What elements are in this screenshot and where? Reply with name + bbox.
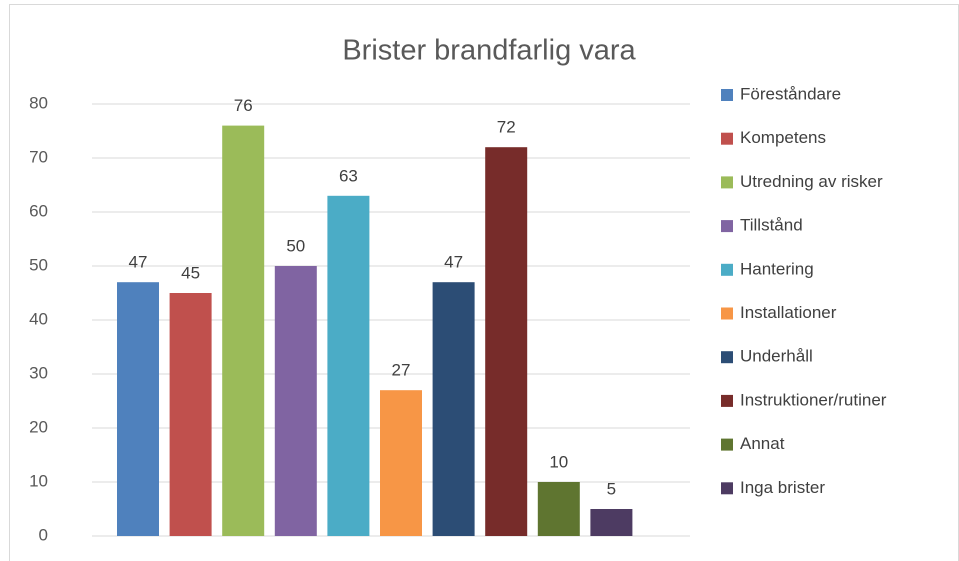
bar xyxy=(537,482,580,536)
y-tick-label: 80 xyxy=(29,93,48,112)
bar xyxy=(590,509,633,536)
chart-border xyxy=(9,4,959,561)
legend-label: Underhåll xyxy=(740,347,813,366)
legend-label: Föreståndare xyxy=(740,84,841,103)
legend-swatch xyxy=(721,351,733,364)
legend-swatch xyxy=(721,263,733,276)
data-label: 27 xyxy=(392,361,411,380)
legend-label: Kompetens xyxy=(740,128,826,147)
y-tick-label: 0 xyxy=(39,525,48,544)
bar xyxy=(169,293,212,536)
bar xyxy=(222,125,265,536)
legend-swatch xyxy=(721,438,733,451)
legend-swatch xyxy=(721,220,733,233)
y-tick-label: 30 xyxy=(29,363,48,382)
chart-title: Brister brandfarlig vara xyxy=(342,35,636,67)
bar xyxy=(432,282,475,536)
legend-swatch xyxy=(721,89,733,101)
legend-label: Tillstånd xyxy=(740,216,803,235)
y-tick-label: 10 xyxy=(29,471,48,490)
y-tick-label: 70 xyxy=(29,147,48,166)
data-label: 47 xyxy=(444,253,463,272)
data-label: 10 xyxy=(549,452,568,471)
legend-swatch xyxy=(721,307,733,320)
data-label: 72 xyxy=(497,118,516,137)
legend-label: Hantering xyxy=(740,259,814,278)
legend-swatch xyxy=(721,394,733,407)
data-label: 45 xyxy=(181,263,200,282)
y-tick-label: 50 xyxy=(29,255,48,274)
legend-label: Instruktioner/rutiner xyxy=(740,390,887,409)
data-label: 76 xyxy=(234,96,253,115)
data-label: 50 xyxy=(286,236,305,255)
y-tick-label: 60 xyxy=(29,201,48,220)
data-label: 5 xyxy=(607,479,616,498)
data-label: 63 xyxy=(339,166,358,185)
y-tick-label: 40 xyxy=(29,309,48,328)
data-label: 47 xyxy=(129,253,148,272)
legend-label: Inga brister xyxy=(740,478,825,497)
bar xyxy=(485,147,528,536)
y-tick-label: 20 xyxy=(29,417,48,436)
legend-swatch xyxy=(721,176,733,189)
legend-label: Installationer xyxy=(740,303,837,322)
bar xyxy=(274,266,317,536)
legend-swatch xyxy=(721,482,733,495)
bar xyxy=(327,195,370,537)
bar xyxy=(117,282,159,536)
legend-label: Annat xyxy=(740,434,785,453)
legend-swatch xyxy=(721,132,733,145)
bar xyxy=(380,390,422,536)
legend-label: Utredning av risker xyxy=(740,172,883,191)
